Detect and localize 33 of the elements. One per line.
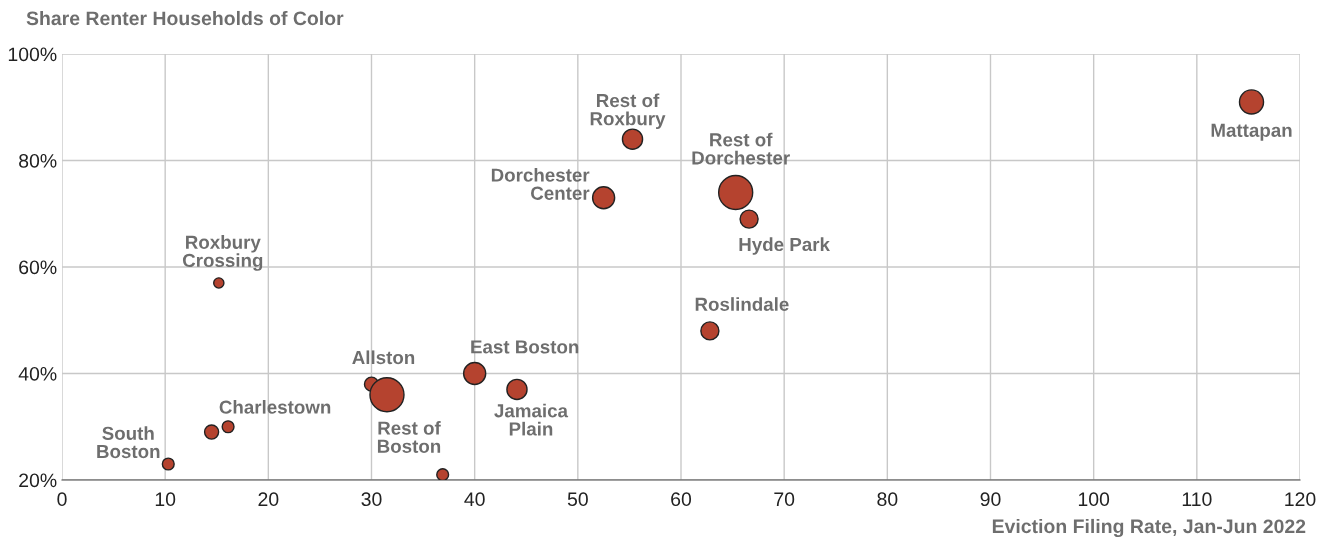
data-label: Jamaica Plain [494, 403, 569, 436]
data-label: Mattapan [1211, 123, 1292, 141]
data-label: South Boston [97, 426, 160, 459]
y-tick-label: 80% [19, 153, 57, 168]
x-tick-label: 60 [671, 492, 692, 507]
data-label: Roslindale [695, 297, 789, 311]
x-tick-label: 110 [1182, 492, 1212, 507]
x-tick-label: 100 [1078, 492, 1110, 507]
data-label: Hyde Park [739, 237, 830, 255]
x-tick-label: 120 [1285, 492, 1316, 507]
y-tick-label: 20% [19, 473, 57, 488]
x-tick-label: 0 [57, 492, 67, 507]
x-tick-label: 10 [155, 492, 176, 507]
data-label: Rest of Dorchester [692, 132, 790, 165]
data-label: Allston [352, 350, 415, 365]
data-label: East Boston [471, 340, 579, 354]
x-tick-label: 90 [980, 492, 1001, 507]
x-tick-label: 30 [361, 492, 382, 507]
x-tick-label: 80 [877, 492, 898, 507]
data-label: Roxbury Crossing [182, 235, 263, 271]
data-label: Dorchester Center [491, 167, 590, 200]
y-tick-label: 60% [19, 260, 57, 275]
data-label: Rest of Boston [377, 420, 441, 453]
y-axis-title: Share Renter Households of Color [26, 10, 344, 26]
x-tick-label: 20 [258, 492, 279, 507]
data-label: Rest of Roxbury [590, 93, 666, 130]
y-tick-label: 40% [18, 366, 57, 381]
data-label: Charlestown [219, 400, 331, 414]
y-tick-label: 100% [8, 47, 57, 62]
x-tick-label: 70 [774, 492, 795, 507]
x-tick-label: 50 [567, 492, 588, 507]
x-tick-label: 40 [464, 492, 485, 507]
x-axis-title: Eviction Filing Rate, Jan-Jun 2022 [992, 518, 1306, 538]
